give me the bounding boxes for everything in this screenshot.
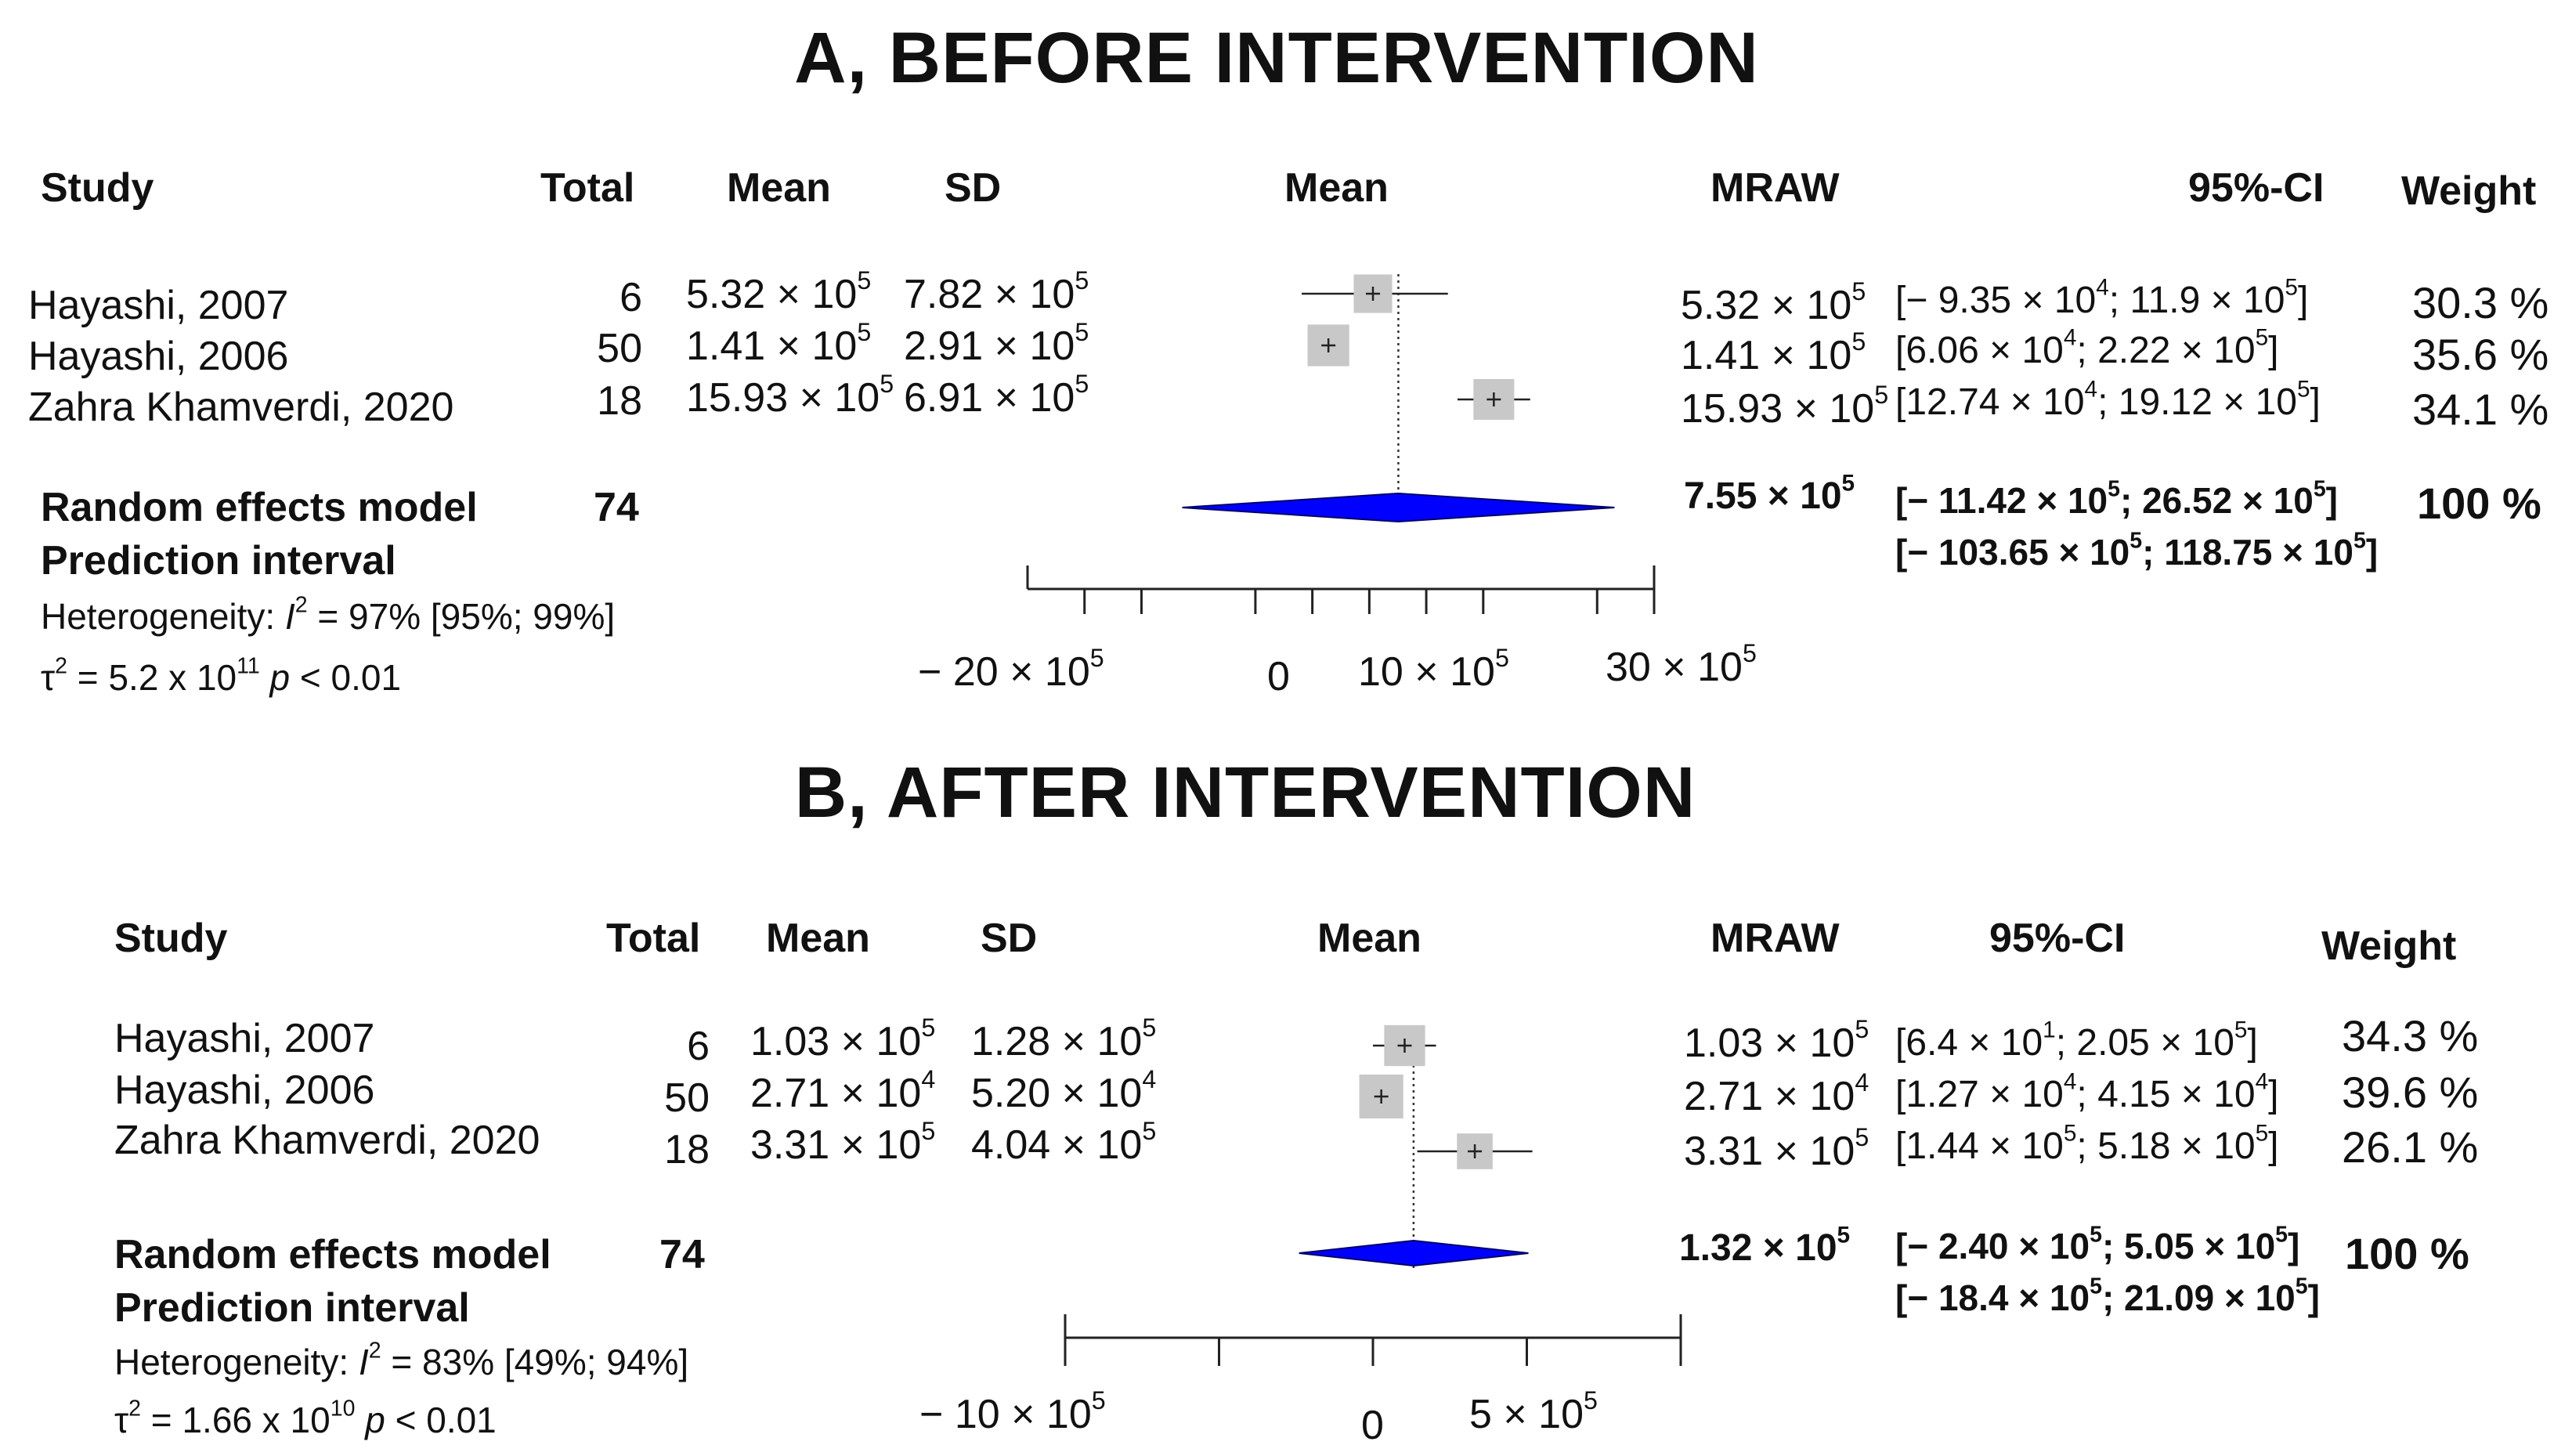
model-weight: 100 % xyxy=(2417,479,2541,528)
header-mean: Mean xyxy=(766,916,870,961)
study-mraw: 15.93 × 105 xyxy=(1681,380,1889,432)
tau-squared: τ2 = 1.66 x 1010 p < 0.01 xyxy=(114,1396,497,1440)
study-ci: [6.4 × 101; 2.05 × 105] xyxy=(1895,1017,2258,1064)
study-mean: 2.71 × 104 xyxy=(750,1064,936,1116)
study-total: 6 xyxy=(687,1024,710,1069)
header-plot-mean: Mean xyxy=(1284,165,1389,211)
study-sd: 1.28 × 105 xyxy=(971,1013,1157,1064)
heterogeneity: Heterogeneity: I2 = 83% [49%; 94%] xyxy=(114,1338,689,1382)
study-mean: 3.31 × 105 xyxy=(750,1116,936,1168)
header-total: Total xyxy=(540,165,635,211)
prediction-label: Prediction interval xyxy=(114,1285,470,1331)
header-sd: SD xyxy=(981,916,1038,961)
header-weight: Weight xyxy=(2401,168,2537,214)
study-sd: 4.04 × 105 xyxy=(971,1116,1157,1168)
study-name: Hayashi, 2007 xyxy=(114,1016,375,1061)
study-total: 50 xyxy=(597,326,642,371)
study-name: Hayashi, 2006 xyxy=(28,334,289,379)
study-mraw: 1.41 × 105 xyxy=(1681,327,1866,378)
study-mraw: 2.71 × 104 xyxy=(1684,1068,1869,1119)
header-weight: Weight xyxy=(2321,923,2457,969)
header-ci: 95%-CI xyxy=(2188,165,2325,211)
study-weight: 39.6 % xyxy=(2342,1068,2479,1117)
study-ci: [− 9.35 × 104; 11.9 × 105] xyxy=(1895,274,2309,321)
study-sd: 6.91 × 105 xyxy=(904,369,1089,421)
study-sd: 5.20 × 104 xyxy=(971,1064,1157,1116)
axis-tick-label: 5 × 105 xyxy=(1469,1386,1598,1437)
axis-tick-label: 30 × 105 xyxy=(1606,638,1757,690)
header-plot-mean: Mean xyxy=(1317,916,1421,961)
study-weight: 35.6 % xyxy=(2412,330,2549,379)
study-weight: 30.3 % xyxy=(2412,278,2549,327)
study-mean: 5.32 × 105 xyxy=(686,266,872,317)
model-weight: 100 % xyxy=(2345,1229,2469,1278)
header-mraw: MRAW xyxy=(1710,916,1840,961)
header-sd: SD xyxy=(945,165,1002,211)
header-mraw: MRAW xyxy=(1710,165,1840,211)
pooled-diamond xyxy=(1182,492,1615,523)
axis-tick-label: − 20 × 105 xyxy=(918,643,1104,695)
study-sd: 2.91 × 105 xyxy=(904,317,1089,369)
model-label: Random effects model xyxy=(114,1232,551,1277)
axis-tick-label: 0 xyxy=(1267,654,1290,699)
prediction-ci: [− 18.4 × 105; 21.09 × 105] xyxy=(1895,1274,2320,1318)
study-mraw: 3.31 × 105 xyxy=(1684,1122,1869,1174)
study-ci: [6.06 × 104; 2.22 × 105] xyxy=(1895,324,2279,371)
study-weight: 34.1 % xyxy=(2412,385,2549,434)
tau-squared: τ2 = 5.2 x 1011 p < 0.01 xyxy=(41,653,402,698)
study-mraw: 1.03 × 105 xyxy=(1684,1014,1869,1066)
model-ci: [− 2.40 × 105; 5.05 × 105] xyxy=(1895,1222,2300,1266)
panel-title-b: B, AFTER INTERVENTION xyxy=(794,753,1696,833)
study-weight: 34.3 % xyxy=(2342,1011,2479,1060)
model-mraw: 1.32 × 105 xyxy=(1679,1222,1851,1269)
axis-tick-label: − 10 × 105 xyxy=(919,1386,1106,1437)
study-name: Hayashi, 2006 xyxy=(114,1068,375,1113)
axis-tick-label: 10 × 105 xyxy=(1358,643,1509,695)
heterogeneity: Heterogeneity: I2 = 97% [95%; 99%] xyxy=(41,592,616,637)
study-name: Zahra Khamverdi, 2020 xyxy=(114,1118,540,1163)
model-total: 74 xyxy=(594,485,639,530)
study-name: Zahra Khamverdi, 2020 xyxy=(28,385,454,430)
study-name: Hayashi, 2007 xyxy=(28,283,289,328)
study-ci: [1.27 × 104; 4.15 × 104] xyxy=(1895,1068,2279,1115)
study-ci: [1.44 × 105; 5.18 × 105] xyxy=(1895,1120,2279,1167)
panel-title-a: A, BEFORE INTERVENTION xyxy=(794,18,1759,98)
header-total: Total xyxy=(606,916,701,961)
prediction-ci: [− 103.65 × 105; 118.75 × 105] xyxy=(1895,528,2379,573)
pooled-diamond xyxy=(1299,1239,1529,1267)
study-mraw: 5.32 × 105 xyxy=(1681,276,1866,328)
study-mean: 1.03 × 105 xyxy=(750,1013,936,1064)
study-sd: 7.82 × 105 xyxy=(904,266,1089,317)
study-total: 18 xyxy=(664,1127,710,1172)
study-total: 18 xyxy=(597,378,642,424)
axis-tick-label: 0 xyxy=(1361,1403,1384,1448)
study-ci: [12.74 × 104; 19.12 × 105] xyxy=(1895,376,2321,423)
study-mean: 15.93 × 105 xyxy=(686,369,894,421)
prediction-label: Prediction interval xyxy=(41,538,396,583)
header-study: Study xyxy=(114,916,228,961)
header-mean: Mean xyxy=(727,165,831,211)
header-ci: 95%-CI xyxy=(1989,916,2126,961)
header-study: Study xyxy=(41,165,154,211)
study-total: 6 xyxy=(620,275,642,320)
study-weight: 26.1 % xyxy=(2342,1122,2479,1172)
study-mean: 1.41 × 105 xyxy=(686,317,872,369)
model-total: 74 xyxy=(659,1232,705,1277)
model-ci: [− 11.42 × 105; 26.52 × 105] xyxy=(1895,476,2338,521)
model-mraw: 7.55 × 105 xyxy=(1684,470,1855,517)
model-label: Random effects model xyxy=(41,485,478,530)
study-total: 50 xyxy=(664,1075,710,1121)
